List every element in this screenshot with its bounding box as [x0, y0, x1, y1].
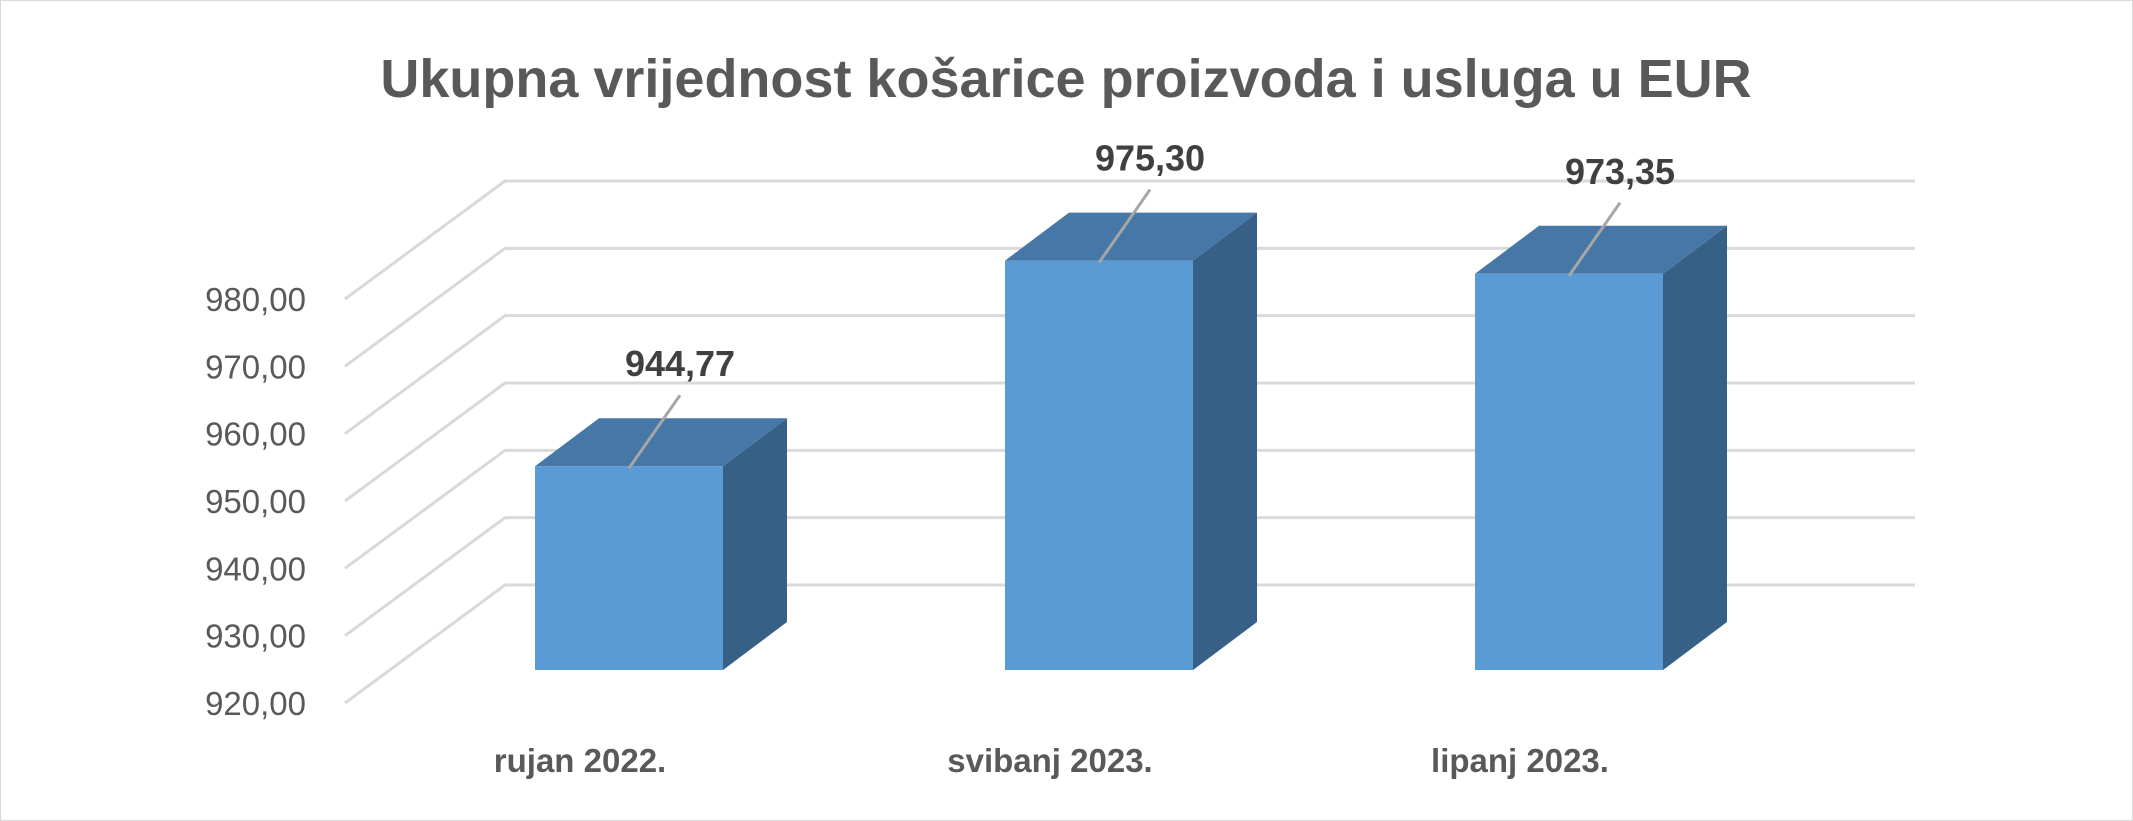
- bar-side: [723, 418, 787, 670]
- bar: [1005, 212, 1257, 670]
- bar-top: [1005, 212, 1257, 261]
- gridlines: [344, 179, 1915, 705]
- bar-front: [535, 466, 723, 670]
- gridline: [344, 448, 1915, 570]
- bar-front: [1005, 260, 1193, 670]
- x-category-label: svibanj 2023.: [947, 742, 1152, 779]
- bars: [535, 212, 1727, 670]
- y-tick-label: 960,00: [205, 416, 306, 453]
- bar-front: [1475, 273, 1663, 670]
- gridline: [344, 516, 1915, 637]
- data-label: 944,77: [625, 343, 735, 384]
- data-label: 973,35: [1565, 151, 1675, 192]
- bar-side: [1663, 225, 1727, 670]
- y-tick-label: 950,00: [205, 483, 306, 520]
- bar-top: [1475, 225, 1727, 274]
- data-labels: 944,77 975,30 973,35: [625, 138, 1675, 470]
- y-tick-label: 940,00: [205, 550, 306, 587]
- bar-side: [1193, 212, 1257, 670]
- gridline: [344, 314, 1915, 435]
- gridline: [344, 381, 1915, 503]
- data-label: 975,30: [1095, 138, 1205, 179]
- gridline: [344, 179, 1915, 301]
- x-category-label: rujan 2022.: [494, 742, 666, 779]
- y-axis-tick-labels: 920,00 930,00 940,00 950,00 960,00 970,00 980,…: [205, 281, 306, 722]
- y-tick-label: 920,00: [205, 685, 306, 722]
- bar: [1475, 225, 1727, 670]
- x-category-label: lipanj 2023.: [1431, 742, 1609, 779]
- bar-top: [535, 418, 787, 467]
- data-label-leader-line: [1097, 188, 1152, 264]
- bar: [535, 418, 787, 670]
- chart-title: Ukupna vrijednost košarice proizvoda i u…: [380, 49, 1751, 109]
- y-tick-label: 970,00: [205, 348, 306, 385]
- x-axis-category-labels: rujan 2022. svibanj 2023. lipanj 2023.: [494, 742, 1609, 779]
- y-tick-label: 980,00: [205, 281, 306, 318]
- data-label-leader-line: [627, 394, 682, 470]
- data-label-leader-line: [1567, 201, 1622, 277]
- gridline: [344, 583, 1915, 705]
- gridline: [344, 246, 1915, 368]
- y-tick-label: 930,00: [205, 618, 306, 655]
